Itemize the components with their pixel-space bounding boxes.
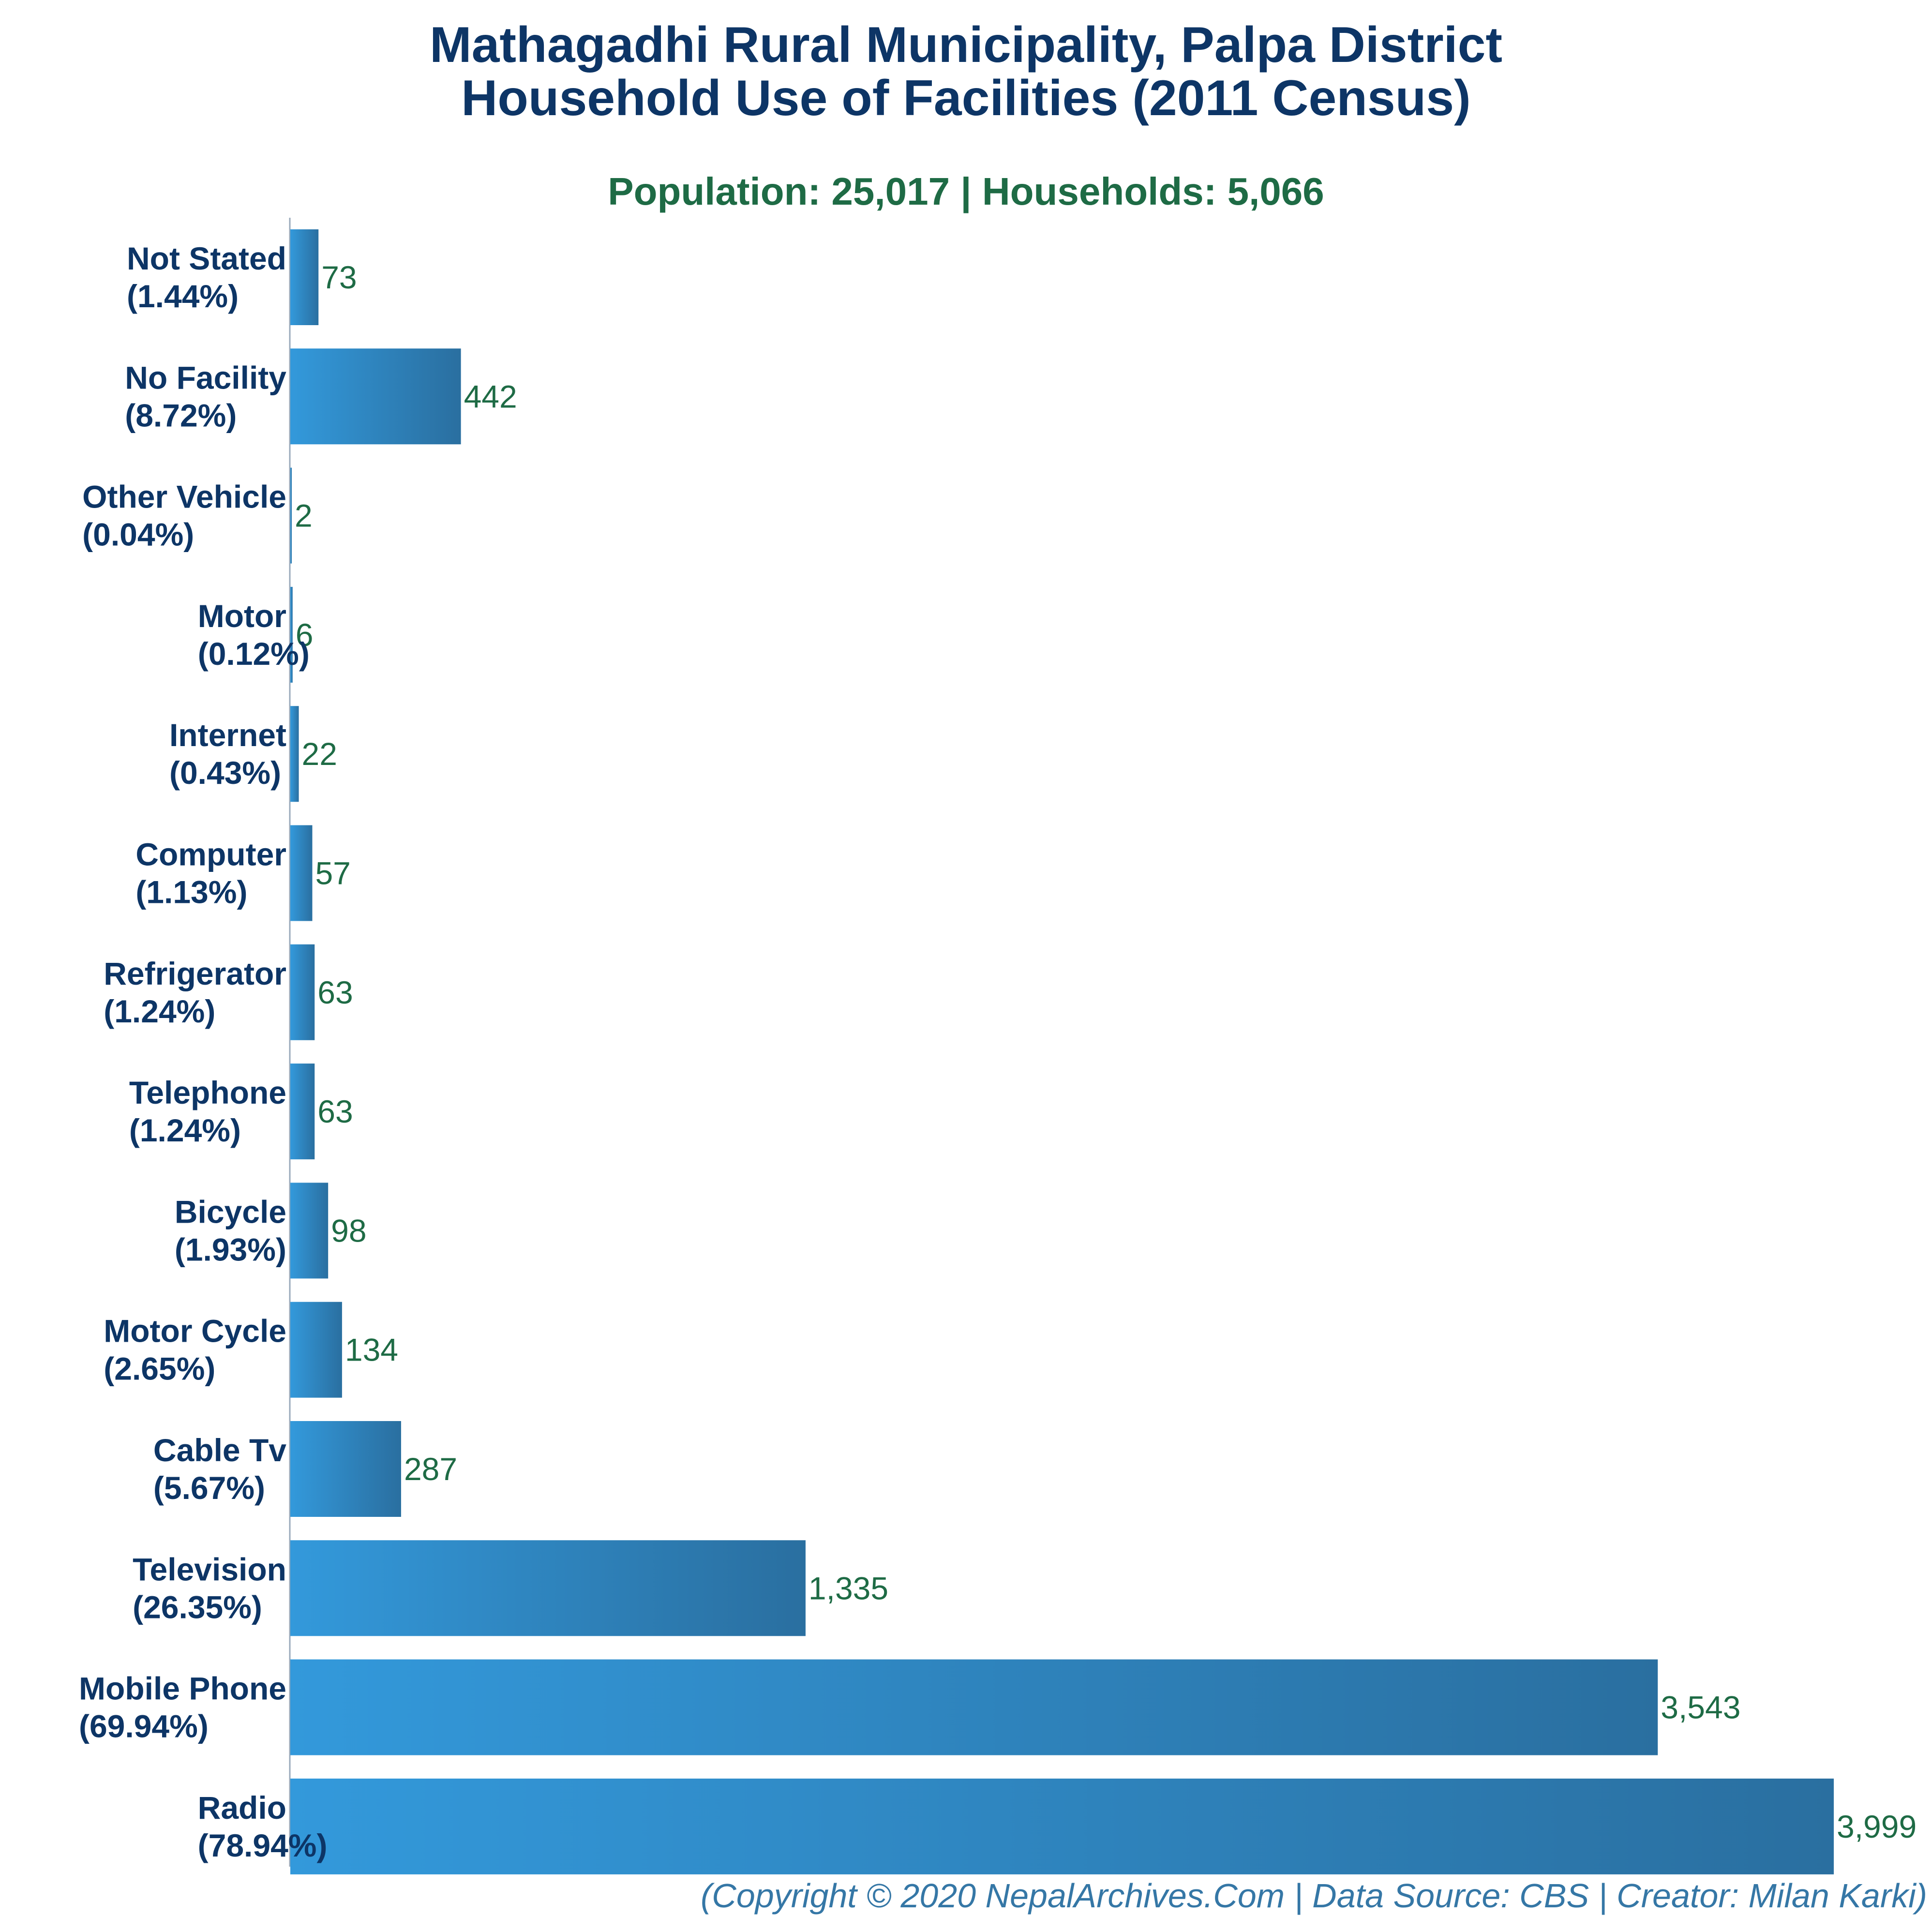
category-label: Not Stated [127,240,286,276]
bar-value-label: 73 [321,259,357,295]
bar [290,1421,401,1517]
bar [290,1659,1658,1755]
bar [290,1302,342,1398]
category-percent-label: (0.12%) [198,636,310,672]
bar [290,1063,315,1160]
category-label: Television [133,1551,286,1587]
bar [290,467,292,564]
category-label: Telephone [129,1075,286,1110]
bar [290,229,319,325]
bar-value-label: 287 [404,1451,457,1487]
category-percent-label: (0.04%) [82,517,194,553]
category-label: Motor [198,598,286,634]
bars-group: 73 Not Stated(1.44%) 442 No Facility(8.72%)… [79,229,1917,1874]
bar-value-label: 98 [331,1213,366,1248]
bar [290,944,315,1040]
category-label: Bicycle [175,1194,286,1229]
category-percent-label: (1.24%) [129,1112,241,1148]
bar [290,586,293,683]
bar [290,1778,1834,1874]
footer-credit: (Copyright © 2020 NepalArchives.Com | Da… [700,1877,1927,1915]
category-percent-label: (0.43%) [169,755,281,791]
category-percent-label: (8.72%) [125,397,237,433]
category-label: Cable Tv [153,1432,286,1468]
category-percent-label: (1.24%) [104,993,215,1029]
bar-value-label: 1,335 [809,1570,888,1606]
bar-value-label: 63 [317,1093,353,1129]
category-label: Mobile Phone [79,1671,286,1707]
category-label: No Facility [125,359,286,395]
bar-value-label: 3,999 [1837,1809,1917,1844]
chart-title: Mathagadhi Rural Municipality, Palpa Dis… [0,18,1932,125]
bar-value-label: 3,543 [1661,1690,1740,1725]
category-percent-label: (5.67%) [153,1470,265,1506]
bar-value-label: 134 [345,1332,398,1368]
bar-value-label: 442 [464,378,517,414]
bar [290,348,461,445]
chart-subtitle: Population: 25,017 | Households: 5,066 [608,170,1324,213]
bar-value-label: 6 [296,617,314,653]
category-label: Computer [135,837,286,872]
bar [290,1183,329,1279]
bar-value-label: 2 [295,498,313,534]
bar [290,1540,806,1636]
category-percent-label: (2.65%) [104,1351,215,1387]
category-percent-label: (1.93%) [175,1231,286,1267]
bar [290,825,313,921]
category-label: Motor Cycle [104,1313,286,1349]
category-label: Other Vehicle [82,479,286,515]
category-percent-label: (69.94%) [79,1708,209,1744]
category-percent-label: (1.13%) [135,874,247,910]
bar-value-label: 22 [302,736,337,772]
category-label: Refrigerator [104,956,286,991]
bar-value-label: 63 [317,974,353,1010]
bar-value-label: 57 [315,855,350,891]
category-percent-label: (1.44%) [127,278,239,314]
chart-title-line-2: Household Use of Facilities (2011 Census… [461,70,1471,127]
category-label: Radio [198,1790,286,1826]
category-label: Internet [169,717,286,753]
category-percent-label: (26.35%) [133,1589,262,1625]
chart-title-line-1: Mathagadhi Rural Municipality, Palpa Dis… [429,17,1503,73]
bar [290,706,299,802]
category-percent-label: (78.94%) [198,1827,328,1863]
